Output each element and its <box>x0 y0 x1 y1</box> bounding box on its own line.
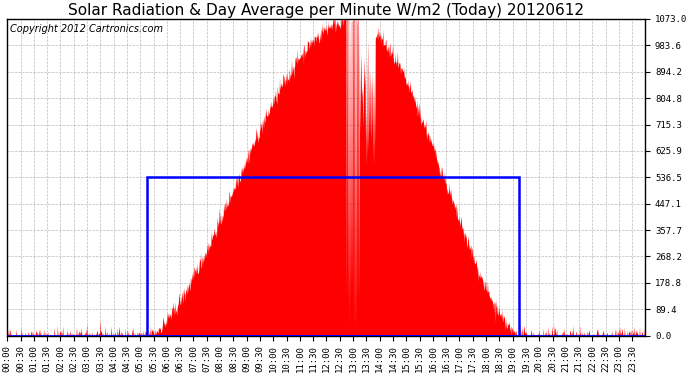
Title: Solar Radiation & Day Average per Minute W/m2 (Today) 20120612: Solar Radiation & Day Average per Minute… <box>68 3 584 18</box>
Text: Copyright 2012 Cartronics.com: Copyright 2012 Cartronics.com <box>10 24 164 34</box>
Bar <box>147 177 520 336</box>
